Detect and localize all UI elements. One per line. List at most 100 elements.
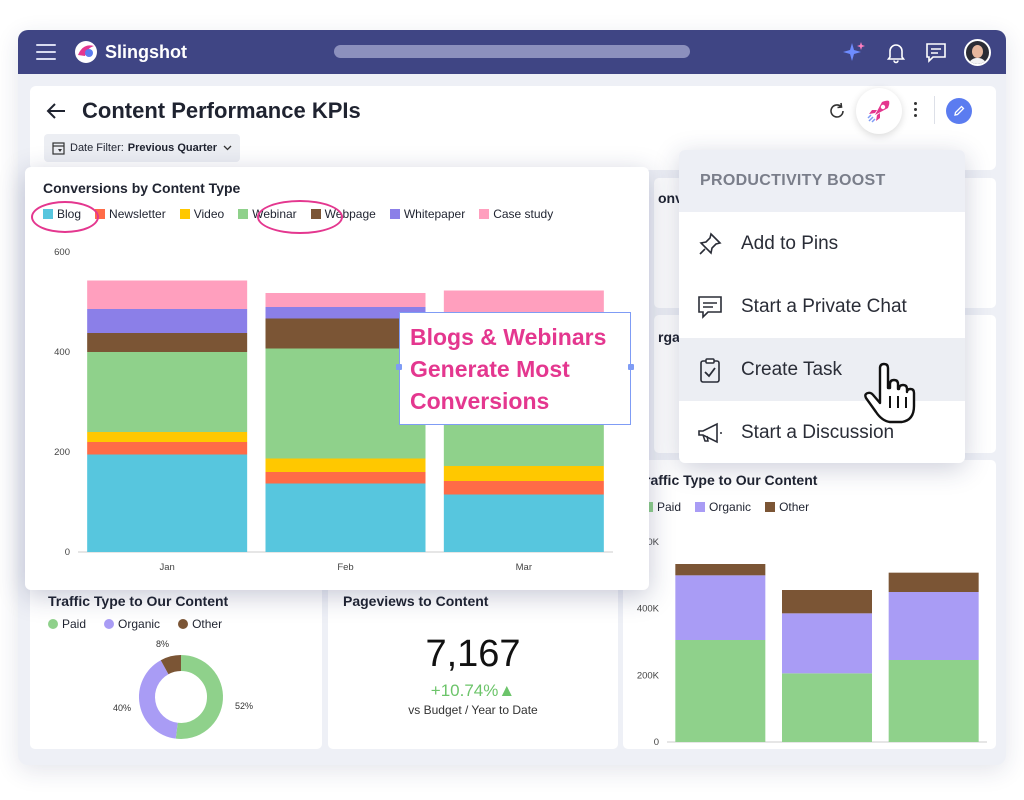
legend-item: Other bbox=[765, 500, 809, 514]
bar-segment-blog[interactable] bbox=[443, 494, 604, 553]
bar-segment-paid[interactable] bbox=[782, 673, 872, 742]
y-tick-label: 200 bbox=[54, 447, 70, 458]
donut-slice-paid[interactable] bbox=[175, 655, 223, 739]
y-tick-label: 600 bbox=[54, 247, 70, 258]
menu-item-start-private-chat[interactable]: Start a Private Chat bbox=[679, 275, 965, 338]
bar-segment-newsletter[interactable] bbox=[265, 472, 426, 484]
bar-segment-webpage[interactable] bbox=[87, 333, 248, 352]
back-arrow-icon[interactable] bbox=[46, 102, 66, 120]
chat-bubble-icon bbox=[698, 296, 722, 319]
traffic-type-bar-widget[interactable]: raffic Type to Our Content Paid Organic … bbox=[623, 460, 996, 749]
bar-segment-newsletter[interactable] bbox=[87, 442, 248, 455]
legend-item: Organic bbox=[104, 617, 160, 631]
legend-item-case-study: Case study bbox=[479, 207, 553, 221]
donut-label-other: 8% bbox=[156, 639, 170, 649]
legend-item-video: Video bbox=[179, 207, 224, 221]
bell-icon[interactable] bbox=[884, 40, 908, 64]
megaphone-icon bbox=[698, 422, 722, 444]
chevron-down-icon bbox=[223, 145, 232, 151]
refresh-icon[interactable] bbox=[826, 100, 848, 122]
traffic-type-donut-widget[interactable]: Traffic Type to Our Content Paid Organic… bbox=[30, 585, 322, 749]
bar-segment-case-study[interactable] bbox=[87, 280, 248, 310]
kpi-subtitle: vs Budget / Year to Date bbox=[408, 703, 538, 717]
menu-header: PRODUCTIVITY BOOST bbox=[679, 150, 965, 212]
bar-segment-whitepaper[interactable] bbox=[87, 309, 248, 333]
callout-line: Blogs & Webinars bbox=[410, 324, 607, 350]
donut-slice-other[interactable] bbox=[160, 655, 182, 675]
chat-icon[interactable] bbox=[924, 40, 948, 64]
bar-segment-video[interactable] bbox=[443, 466, 604, 481]
edit-button[interactable] bbox=[946, 98, 972, 124]
pageviews-widget[interactable]: Pageviews to Content 7,167 +10.74%▲ vs B… bbox=[328, 585, 618, 749]
date-filter-value: Previous Quarter bbox=[127, 142, 218, 154]
highlight-circle-blog bbox=[31, 201, 99, 233]
bar-segment-organic[interactable] bbox=[675, 575, 766, 640]
bar-segment-newsletter[interactable] bbox=[443, 481, 604, 495]
y-tick-label: 0 bbox=[654, 737, 659, 748]
bar-segment-other[interactable] bbox=[888, 572, 979, 592]
top-navigation-bar: Slingshot bbox=[18, 30, 1006, 74]
widget-title: raffic Type to Our Content bbox=[645, 472, 818, 488]
up-arrow-icon: ▲ bbox=[498, 681, 516, 700]
hand-pointer-cursor-icon bbox=[864, 362, 916, 424]
search-bar[interactable] bbox=[334, 45, 690, 58]
bar-segment-other[interactable] bbox=[782, 590, 872, 614]
ai-sparkle-icon[interactable] bbox=[842, 40, 866, 64]
callout-line: Conversions bbox=[410, 388, 550, 414]
x-tick-label: Feb bbox=[337, 562, 353, 573]
bar-segment-paid[interactable] bbox=[888, 660, 979, 742]
hamburger-menu-icon[interactable] bbox=[36, 44, 56, 60]
resize-handle[interactable] bbox=[628, 364, 634, 370]
productivity-boost-button[interactable] bbox=[856, 88, 902, 134]
traffic-bar-chart: 0200K400K600KJanFebMar bbox=[637, 537, 987, 748]
x-tick-label: Mar bbox=[516, 562, 532, 573]
y-tick-label: 400K bbox=[637, 604, 660, 615]
bar-segment-webinar[interactable] bbox=[87, 352, 248, 432]
app-name: Slingshot bbox=[105, 41, 187, 62]
resize-handle[interactable] bbox=[396, 364, 402, 370]
donut-label-paid: 52% bbox=[235, 701, 254, 711]
bar-segment-blog[interactable] bbox=[87, 454, 248, 553]
annotation-callout[interactable]: Blogs & Webinars Generate Most Conversio… bbox=[396, 312, 634, 425]
bar-segment-video[interactable] bbox=[87, 432, 248, 442]
widget-title: Pageviews to Content bbox=[343, 593, 489, 609]
kpi-change: +10.74%▲ bbox=[430, 681, 516, 700]
menu-item-start-discussion[interactable]: Start a Discussion bbox=[679, 401, 965, 463]
callout-line: Generate Most bbox=[410, 356, 570, 382]
y-tick-label: 200K bbox=[637, 670, 660, 681]
traffic-bar-legend: Paid Organic Other bbox=[643, 500, 823, 514]
legend-item: Paid bbox=[48, 617, 86, 631]
bar-segment-other[interactable] bbox=[675, 564, 766, 576]
highlight-circle-webinar bbox=[257, 200, 343, 234]
donut-slice-organic[interactable] bbox=[139, 660, 179, 739]
kpi-value: 7,167 bbox=[425, 633, 521, 675]
widget-title: Traffic Type to Our Content bbox=[48, 593, 229, 609]
x-tick-label: Jan bbox=[160, 562, 175, 573]
widget-title: Conversions by Content Type bbox=[43, 180, 241, 196]
bar-segment-organic[interactable] bbox=[888, 592, 979, 660]
bar-segment-organic[interactable] bbox=[782, 613, 872, 674]
user-avatar[interactable] bbox=[964, 39, 991, 66]
calendar-filter-icon bbox=[52, 142, 65, 155]
menu-item-add-to-pins[interactable]: Add to Pins bbox=[679, 212, 965, 275]
more-options-icon[interactable] bbox=[914, 102, 918, 118]
rocket-icon bbox=[867, 100, 890, 123]
bar-segment-webpage[interactable] bbox=[265, 318, 426, 349]
legend-item-whitepaper: Whitepaper bbox=[389, 207, 465, 221]
donut-label-organic: 40% bbox=[113, 703, 132, 713]
bar-segment-video[interactable] bbox=[265, 458, 426, 473]
app-brand[interactable]: Slingshot bbox=[74, 40, 187, 64]
slingshot-logo-icon bbox=[75, 41, 97, 63]
page-title: Content Performance KPIs bbox=[82, 98, 361, 123]
bar-segment-paid[interactable] bbox=[675, 640, 766, 742]
clipboard-check-icon bbox=[700, 358, 720, 383]
pin-icon bbox=[699, 232, 722, 255]
y-tick-label: 400 bbox=[54, 347, 70, 358]
date-filter-label: Date Filter: bbox=[70, 142, 124, 154]
date-filter-dropdown[interactable]: Date Filter: Previous Quarter bbox=[44, 134, 240, 162]
bar-segment-case-study[interactable] bbox=[265, 293, 426, 307]
menu-item-create-task[interactable]: Create Task bbox=[679, 338, 965, 401]
legend-item-newsletter: Newsletter bbox=[95, 207, 166, 221]
bar-segment-whitepaper[interactable] bbox=[265, 307, 426, 319]
bar-segment-blog[interactable] bbox=[265, 483, 426, 553]
